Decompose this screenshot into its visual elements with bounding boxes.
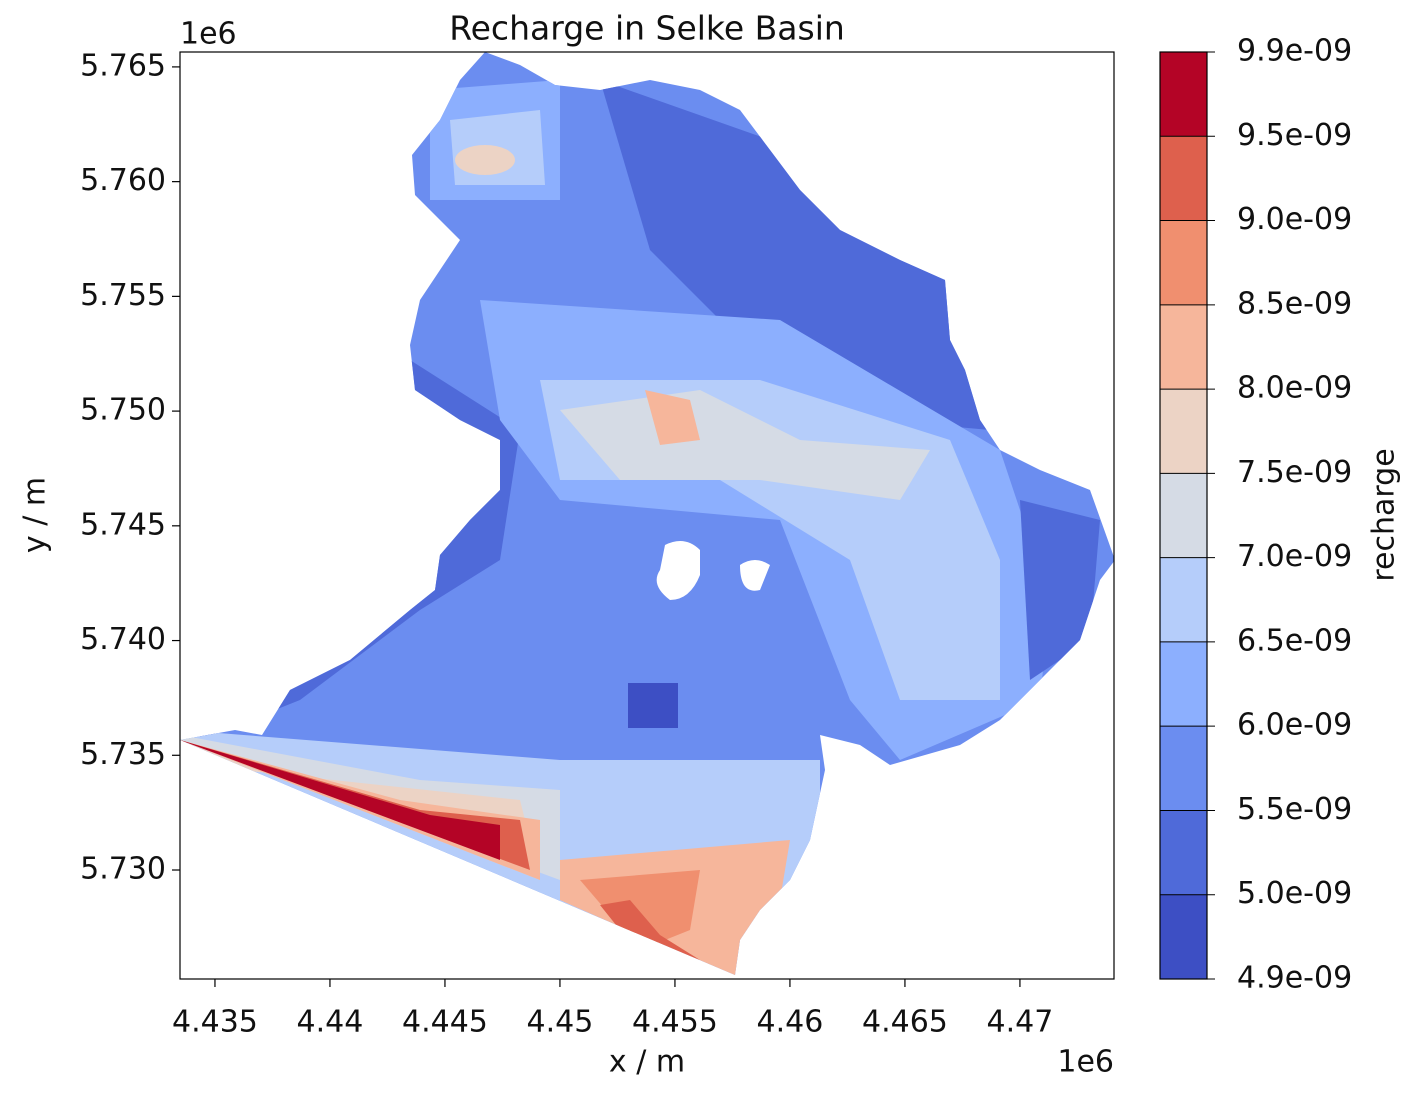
colorbar-label: recharge bbox=[1367, 448, 1402, 581]
colorbar-tick-label: 8.0e-09 bbox=[1237, 371, 1352, 406]
colorbar-band bbox=[1160, 220, 1207, 305]
x-tick-label: 4.46 bbox=[757, 1005, 824, 1040]
y-tick-label: 5.750 bbox=[80, 393, 166, 428]
colorbar-tick-label: 7.0e-09 bbox=[1237, 539, 1352, 574]
colorbar-band bbox=[1160, 389, 1207, 474]
colorbar-band bbox=[1160, 894, 1207, 979]
x-tick-label: 4.435 bbox=[172, 1005, 258, 1040]
y-axis-label: y / m bbox=[18, 477, 53, 553]
colorbar-tick-label: 9.0e-09 bbox=[1237, 202, 1352, 237]
colorbar-band bbox=[1160, 136, 1207, 221]
plot-frame bbox=[179, 51, 1115, 980]
x-tick-label: 4.455 bbox=[632, 1005, 718, 1040]
y-tick-label: 5.735 bbox=[80, 737, 166, 772]
colorbar-tick-label: 8.5e-09 bbox=[1237, 286, 1352, 321]
colorbar-tick-label: 4.9e-09 bbox=[1237, 961, 1352, 996]
colorbar-band bbox=[1160, 726, 1207, 811]
colorbar-band bbox=[1160, 641, 1207, 727]
x-offset: 1e6 bbox=[1057, 1045, 1114, 1080]
colorbar-tick-label: 6.5e-09 bbox=[1237, 623, 1352, 658]
colorbar-tick-label: 7.5e-09 bbox=[1237, 455, 1352, 490]
colorbar-band bbox=[1160, 304, 1207, 390]
colorbar-tick-label: 9.5e-09 bbox=[1237, 118, 1352, 153]
y-tick-label: 5.760 bbox=[80, 163, 166, 198]
x-tick-label: 4.47 bbox=[987, 1005, 1054, 1040]
colorbar-band bbox=[1160, 557, 1207, 642]
x-tick-label: 4.465 bbox=[862, 1005, 948, 1040]
colorbar-tick-label: 5.5e-09 bbox=[1237, 792, 1352, 827]
y-tick-label: 5.765 bbox=[80, 48, 166, 83]
y-offset: 1e6 bbox=[180, 17, 237, 52]
y-tick-label: 5.745 bbox=[80, 507, 166, 542]
chart-title: Recharge in Selke Basin bbox=[449, 9, 845, 48]
x-tick-label: 4.45 bbox=[527, 1005, 594, 1040]
basin-map bbox=[180, 52, 1114, 975]
colorbar-tick-label: 9.9e-09 bbox=[1237, 34, 1352, 69]
colorbar-band bbox=[1160, 473, 1207, 558]
colorbar-band bbox=[1160, 52, 1207, 137]
y-tick-label: 5.740 bbox=[80, 622, 166, 657]
colorbar-band bbox=[1160, 810, 1207, 895]
colorbar-tick-label: 6.0e-09 bbox=[1237, 708, 1352, 743]
colorbar-tick-label: 5.0e-09 bbox=[1237, 876, 1352, 911]
y-tick-label: 5.755 bbox=[80, 278, 166, 313]
x-axis-label: x / m bbox=[609, 1045, 685, 1080]
x-tick-label: 4.44 bbox=[297, 1005, 364, 1040]
x-tick-label: 4.445 bbox=[402, 1005, 488, 1040]
y-tick-label: 5.730 bbox=[80, 852, 166, 887]
